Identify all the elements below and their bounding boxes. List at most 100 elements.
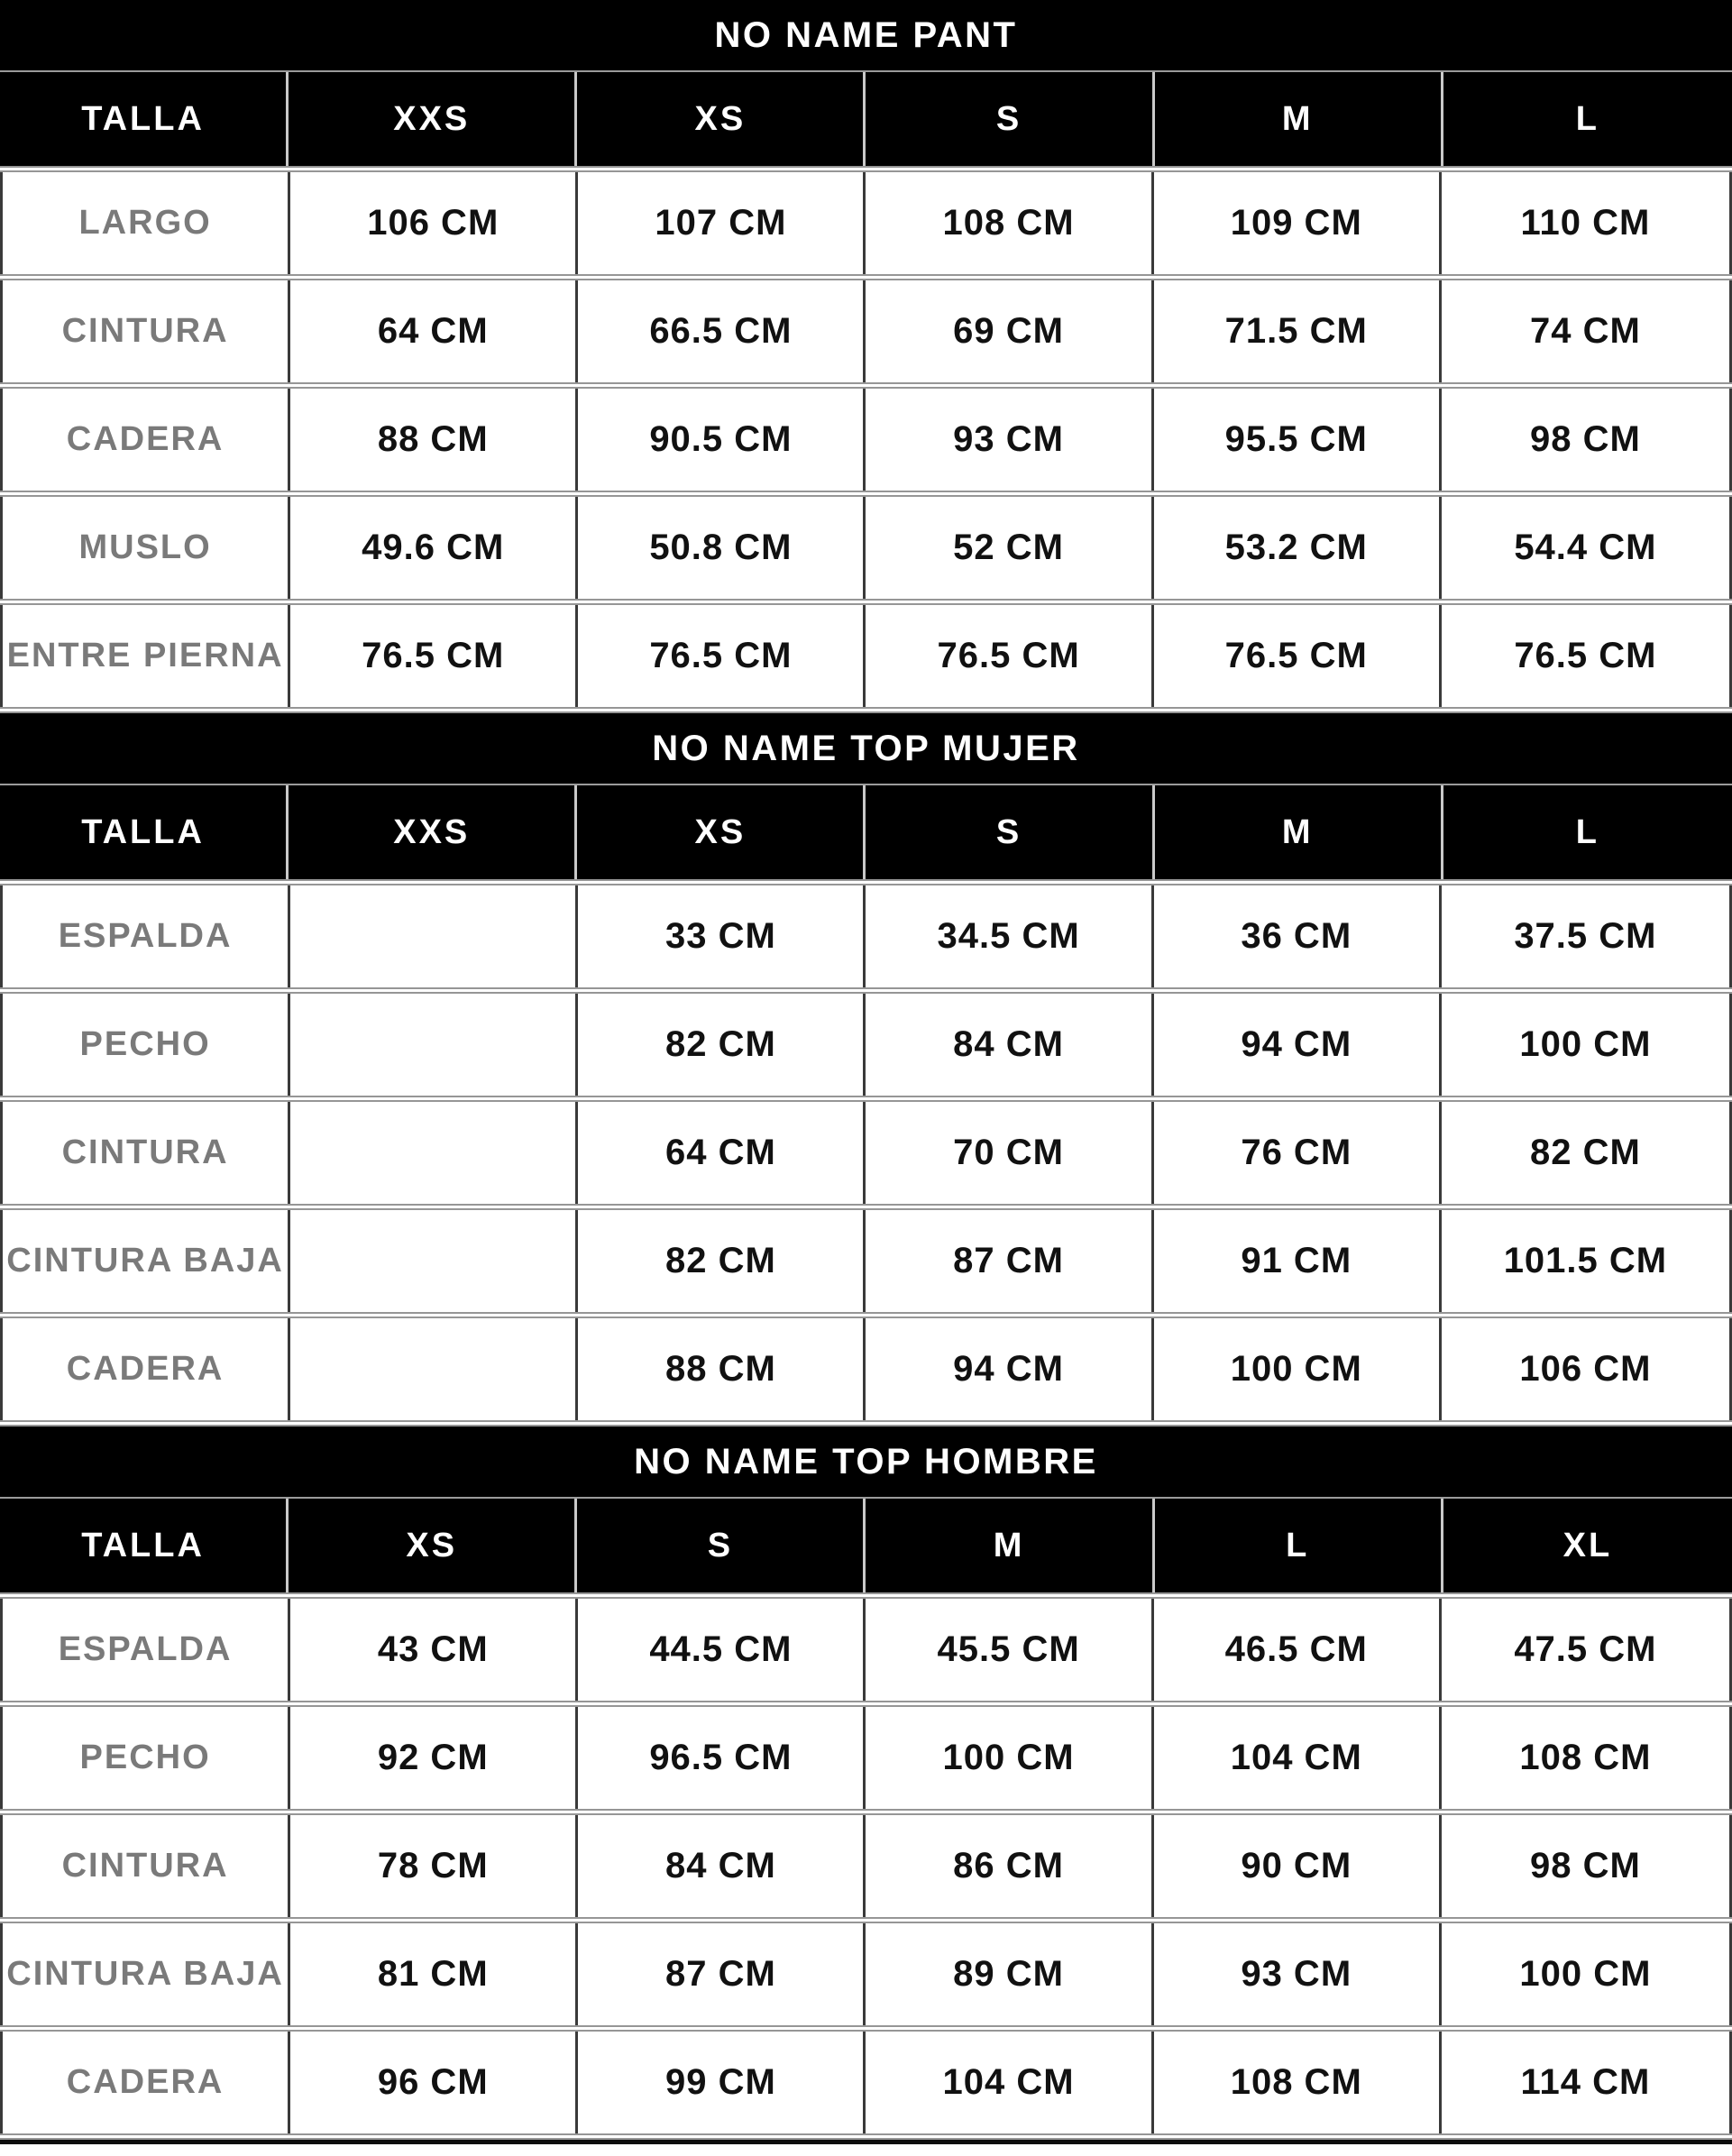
- header-cell-size: L: [1155, 1499, 1443, 1592]
- row-divider: [0, 1917, 1732, 1923]
- size-value: 93 CM: [953, 419, 1064, 459]
- size-value: 49.6 CM: [362, 528, 505, 567]
- row-label-cell: ENTRE PIERNA: [3, 605, 291, 707]
- size-value-cell: 64 CM: [578, 1102, 866, 1204]
- size-value: 54.4 CM: [1514, 528, 1657, 567]
- row-label-cell: PECHO: [3, 994, 291, 1096]
- size-value-cell: 50.8 CM: [578, 497, 866, 599]
- size-value-cell: [290, 885, 579, 987]
- size-value-cell: 96 CM: [290, 2032, 579, 2133]
- row-label-cell: ESPALDA: [3, 885, 291, 987]
- size-header-row: TALLA XXS XS S M L: [0, 785, 1732, 879]
- size-value-cell: 114 CM: [1442, 2032, 1729, 2133]
- row-label-cell: CINTURA BAJA: [3, 1210, 291, 1312]
- size-value-cell: 90.5 CM: [578, 389, 866, 491]
- size-value: 98 CM: [1530, 419, 1641, 459]
- size-value-cell: [290, 1102, 579, 1204]
- size-value: 104 CM: [1230, 1738, 1362, 1777]
- size-value-cell: 70 CM: [866, 1102, 1154, 1204]
- header-cell-size: S: [866, 785, 1155, 879]
- table-row: ENTRE PIERNA 76.5 CM 76.5 CM 76.5 CM 76.5 CM…: [0, 605, 1732, 707]
- size-value: 78 CM: [377, 1846, 489, 1885]
- row-label: CINTURA BAJA: [6, 1242, 284, 1280]
- row-label-cell: CINTURA: [3, 1815, 291, 1917]
- header-cell-size: S: [866, 72, 1155, 166]
- size-value: 106 CM: [367, 203, 499, 243]
- row-label: ENTRE PIERNA: [6, 637, 284, 674]
- size-header-row: TALLA XS S M L XL: [0, 1499, 1732, 1592]
- header-cell-size: XS: [289, 1499, 578, 1592]
- row-divider: [0, 491, 1732, 497]
- size-value-cell: 104 CM: [866, 2032, 1154, 2133]
- size-value-cell: 100 CM: [1442, 994, 1729, 1096]
- row-divider: [0, 1312, 1732, 1318]
- table-title-band: NO NAME TOP HOMBRE: [0, 1427, 1732, 1499]
- size-value-cell: 100 CM: [866, 1707, 1154, 1809]
- row-divider: [0, 1701, 1732, 1707]
- size-value-cell: 108 CM: [866, 172, 1154, 274]
- size-value-cell: [290, 1210, 579, 1312]
- table-row: CINTURA 64 CM 70 CM 76 CM 82 CM: [0, 1102, 1732, 1204]
- table-row: CADERA 88 CM 90.5 CM 93 CM 95.5 CM 98 CM: [0, 389, 1732, 491]
- size-value-cell: 74 CM: [1442, 280, 1729, 382]
- size-value: 82 CM: [1530, 1133, 1641, 1172]
- header-cell-talla: TALLA: [0, 1499, 289, 1592]
- row-divider: [0, 274, 1732, 280]
- size-value: 87 CM: [665, 1954, 776, 1994]
- row-label: PECHO: [79, 1739, 211, 1776]
- size-value-cell: 108 CM: [1442, 1707, 1729, 1809]
- size-value: 76.5 CM: [362, 636, 505, 675]
- size-value-cell: 106 CM: [1442, 1318, 1729, 1420]
- row-label-cell: ESPALDA: [3, 1599, 291, 1701]
- size-value: 104 CM: [942, 2062, 1075, 2102]
- size-value: 64 CM: [377, 311, 489, 351]
- table-row: PECHO 82 CM 84 CM 94 CM 100 CM: [0, 994, 1732, 1096]
- size-value: 89 CM: [953, 1954, 1064, 1994]
- table-row: CINTURA 64 CM 66.5 CM 69 CM 71.5 CM 74 CM: [0, 280, 1732, 382]
- size-value: 98 CM: [1530, 1846, 1641, 1885]
- size-value: 108 CM: [942, 203, 1075, 243]
- header-cell-talla: TALLA: [0, 72, 289, 166]
- size-value-cell: 88 CM: [578, 1318, 866, 1420]
- size-value-cell: 76.5 CM: [1154, 605, 1442, 707]
- size-value-cell: 78 CM: [290, 1815, 579, 1917]
- table-row: CINTURA 78 CM 84 CM 86 CM 90 CM 98 CM: [0, 1815, 1732, 1917]
- size-value-cell: 82 CM: [578, 994, 866, 1096]
- row-label: CINTURA: [61, 312, 229, 350]
- header-cell-size: XL: [1562, 1526, 1613, 1564]
- header-cell-size: XS: [577, 785, 866, 879]
- size-value: 100 CM: [1519, 1024, 1652, 1064]
- size-value: 90.5 CM: [649, 419, 793, 459]
- row-label-cell: PECHO: [3, 1707, 291, 1809]
- size-header-row: TALLA XXS XS S M L: [0, 72, 1732, 166]
- size-value: 33 CM: [665, 916, 776, 956]
- size-value: 36 CM: [1241, 916, 1352, 956]
- header-cell-size: L: [1575, 99, 1600, 138]
- size-value: 91 CM: [1241, 1241, 1352, 1280]
- row-label: MUSLO: [78, 528, 212, 566]
- size-value-cell: 53.2 CM: [1154, 497, 1442, 599]
- size-value: 84 CM: [953, 1024, 1064, 1064]
- row-divider: [0, 879, 1732, 885]
- size-value-cell: 54.4 CM: [1442, 497, 1729, 599]
- size-value-cell: 98 CM: [1442, 389, 1729, 491]
- table-row: ESPALDA 43 CM 44.5 CM 45.5 CM 46.5 CM 47.5 CM: [0, 1599, 1732, 1701]
- size-value: 84 CM: [665, 1846, 776, 1885]
- size-value: 86 CM: [953, 1846, 1064, 1885]
- size-value-cell: 34.5 CM: [866, 885, 1154, 987]
- size-value-cell: 45.5 CM: [866, 1599, 1154, 1701]
- header-cell-size: M: [866, 1499, 1155, 1592]
- size-value-cell: 100 CM: [1154, 1318, 1442, 1420]
- table-title-band: NO NAME TOP MUJER: [0, 713, 1732, 785]
- size-value: 76.5 CM: [1224, 636, 1368, 675]
- size-value-cell: 93 CM: [866, 389, 1154, 491]
- header-cell-talla: TALLA: [0, 785, 289, 879]
- size-value: 109 CM: [1230, 203, 1362, 243]
- size-value: 106 CM: [1519, 1349, 1652, 1389]
- row-label: CINTURA: [61, 1847, 229, 1885]
- size-value-cell: 44.5 CM: [578, 1599, 866, 1701]
- header-cell-size: M: [1155, 785, 1443, 879]
- size-value-cell: 92 CM: [290, 1707, 579, 1809]
- size-value-cell: 87 CM: [866, 1210, 1154, 1312]
